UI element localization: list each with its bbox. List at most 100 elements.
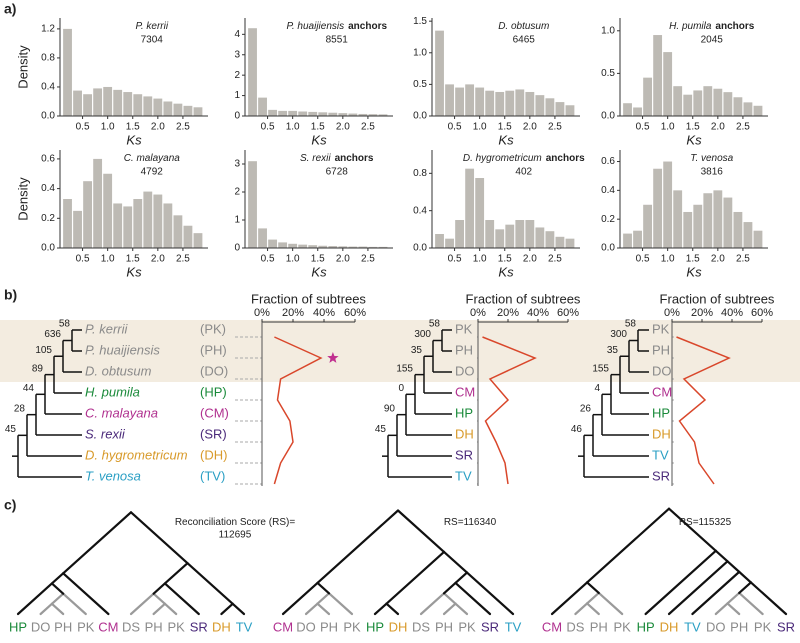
y-tick-label: 4 xyxy=(234,29,240,40)
histogram-panel: 0.0 0.2 0.4 0.6 0.5 1.0 1.5 2.0 2.5 T. venosa 3816… xyxy=(601,150,768,279)
fraction-line xyxy=(482,336,537,485)
tree-branch xyxy=(385,602,400,616)
bar xyxy=(713,190,723,248)
bar xyxy=(475,87,485,116)
x-tick-label: 20% xyxy=(497,307,519,319)
tree-branch xyxy=(62,572,110,616)
tree-branch xyxy=(186,562,234,605)
panel-label: a) xyxy=(4,1,16,17)
tree-branch xyxy=(738,581,753,595)
star-marker xyxy=(327,352,339,363)
panel-title: D. hygrometricum anchors xyxy=(463,153,585,164)
taxon-code: HP xyxy=(455,405,473,420)
bar xyxy=(673,190,683,248)
bar xyxy=(113,203,123,248)
node-support: 155 xyxy=(396,363,413,374)
x-tick-label: 2.0 xyxy=(523,122,537,133)
bar xyxy=(703,86,713,116)
histogram-panel: 0.0 0.5 1.0 1.5 0.5 1.0 1.5 2.0 2.5 D. obtusum 646… xyxy=(413,16,580,147)
leaf-label: PH xyxy=(54,619,72,634)
score-text: RS=115325 xyxy=(679,517,732,528)
y-tick-label: 0.0 xyxy=(413,243,427,254)
y-tick-label: 0.6 xyxy=(601,156,615,167)
leaf-label: CM xyxy=(98,619,118,634)
node-support: 89 xyxy=(32,363,44,374)
node-support: 58 xyxy=(625,319,637,330)
bar xyxy=(258,228,267,248)
bar xyxy=(535,95,545,116)
bar xyxy=(723,92,733,116)
taxon-code: DO xyxy=(455,363,475,378)
y-tick-label: 0.0 xyxy=(41,243,55,254)
bar xyxy=(485,220,495,248)
y-tick-label: 1 xyxy=(234,215,240,226)
y-tick-label: 0.0 xyxy=(601,243,615,254)
y-tick-label: 0.4 xyxy=(41,183,55,194)
y-tick-label: 1.2 xyxy=(41,24,55,35)
bar xyxy=(328,246,338,248)
tree-branch xyxy=(585,581,600,595)
panel-label: b) xyxy=(4,287,17,303)
node-support: 300 xyxy=(610,329,627,340)
gene-count: 3816 xyxy=(701,167,724,178)
tree-branch xyxy=(152,602,166,616)
y-tick-label: 0.8 xyxy=(413,168,427,179)
tree-branch xyxy=(231,602,246,616)
x-axis-label: Ks xyxy=(686,264,702,279)
y-tick-label: 0.0 xyxy=(413,111,427,122)
bar xyxy=(455,220,465,248)
taxon-name: P. huaijiensis xyxy=(85,342,160,357)
bar xyxy=(163,101,173,116)
bar xyxy=(348,246,358,248)
bar xyxy=(268,109,278,116)
bar xyxy=(743,102,753,116)
bar xyxy=(555,102,565,116)
taxon-code: CM xyxy=(652,384,672,399)
taxon-code: DH xyxy=(652,426,671,441)
leaf-label: PH xyxy=(590,619,608,634)
gene-count: 7304 xyxy=(141,35,164,46)
x-tick-label: 2.0 xyxy=(711,254,725,265)
tree-branch xyxy=(597,591,624,616)
x-tick-label: 1.0 xyxy=(286,254,300,265)
leaf-label: TV xyxy=(236,619,253,634)
tree-branch xyxy=(726,591,741,605)
bar xyxy=(633,230,642,248)
tree-branch xyxy=(738,591,764,616)
bar xyxy=(485,90,495,116)
score-text: RS=116340 xyxy=(444,517,497,528)
leaf-label: SR xyxy=(777,619,795,634)
leaf-label: PH xyxy=(730,619,748,634)
leaf-label: DS xyxy=(122,619,140,634)
bar xyxy=(143,96,153,116)
bar xyxy=(555,236,565,248)
taxon-code: (PH) xyxy=(200,342,227,357)
bar xyxy=(248,28,257,116)
x-tick-label: 2.5 xyxy=(548,122,562,133)
leaf-label: TV xyxy=(505,619,522,634)
bar xyxy=(495,229,505,248)
bar xyxy=(733,211,743,248)
species-name: D. hygrometricum xyxy=(463,153,542,164)
tree-branch xyxy=(50,572,65,585)
tree-branch xyxy=(726,602,741,616)
highlight-band xyxy=(0,320,800,382)
tree-branch xyxy=(550,581,589,616)
bar xyxy=(183,105,193,116)
x-tick-label: 2.5 xyxy=(736,122,750,133)
leaf-label: CM xyxy=(273,619,293,634)
bar xyxy=(258,97,267,116)
taxon-code: (DH) xyxy=(200,447,227,462)
leaf-label: HP xyxy=(9,619,27,634)
x-axis-label: Ks xyxy=(311,132,327,147)
x-tick-label: 40% xyxy=(313,307,335,319)
leaf-label: DO xyxy=(31,619,51,634)
node-support: 90 xyxy=(384,403,396,414)
x-axis-label: Ks xyxy=(498,264,514,279)
panel-title: S. rexii anchors xyxy=(300,153,374,164)
score-text: Reconciliation Score (RS)= xyxy=(175,517,295,528)
axis-title: Fraction of subtrees xyxy=(466,291,581,306)
leaf-label: PH xyxy=(145,619,163,634)
bar xyxy=(673,86,683,116)
